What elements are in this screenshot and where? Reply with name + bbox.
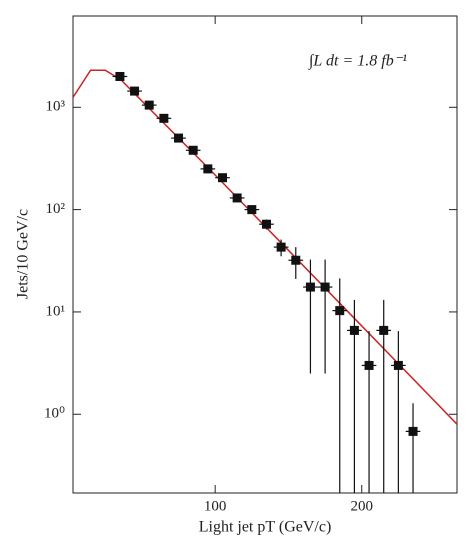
data-point bbox=[320, 282, 330, 292]
plot-area bbox=[73, 69, 457, 493]
data-point bbox=[159, 113, 169, 123]
data-point bbox=[364, 360, 374, 370]
y-tick-label: 10¹ bbox=[46, 303, 66, 319]
data-point bbox=[188, 145, 198, 155]
data-point bbox=[276, 242, 286, 252]
data-point bbox=[291, 255, 301, 265]
data-point bbox=[305, 282, 315, 292]
x-axis-label: Light jet pT (GeV/c) bbox=[199, 519, 332, 536]
plot-frame bbox=[72, 15, 458, 494]
data-point bbox=[335, 306, 345, 316]
data-point bbox=[203, 164, 213, 174]
data-point bbox=[115, 71, 125, 81]
data-point bbox=[349, 325, 359, 335]
y-tick-label: 10⁰ bbox=[44, 406, 65, 422]
y-tick-label: 10³ bbox=[46, 99, 66, 115]
y-axis-label: Jets/10 GeV/c bbox=[15, 209, 32, 299]
data-point bbox=[217, 173, 227, 183]
data-point bbox=[232, 193, 242, 203]
data-point bbox=[144, 100, 154, 110]
x-tick-label: 100 bbox=[204, 498, 227, 514]
data-point bbox=[261, 219, 271, 229]
x-tick-label: 200 bbox=[350, 498, 373, 514]
data-point bbox=[130, 86, 140, 96]
data-point bbox=[247, 205, 257, 215]
data-point bbox=[408, 426, 418, 436]
data-point bbox=[174, 133, 184, 143]
data-point bbox=[379, 325, 389, 335]
data-point bbox=[393, 360, 403, 370]
y-tick-label: 10² bbox=[46, 201, 66, 217]
annotation: ∫L dt = 1.8 fb⁻¹ bbox=[308, 53, 407, 71]
model-line bbox=[73, 69, 457, 425]
